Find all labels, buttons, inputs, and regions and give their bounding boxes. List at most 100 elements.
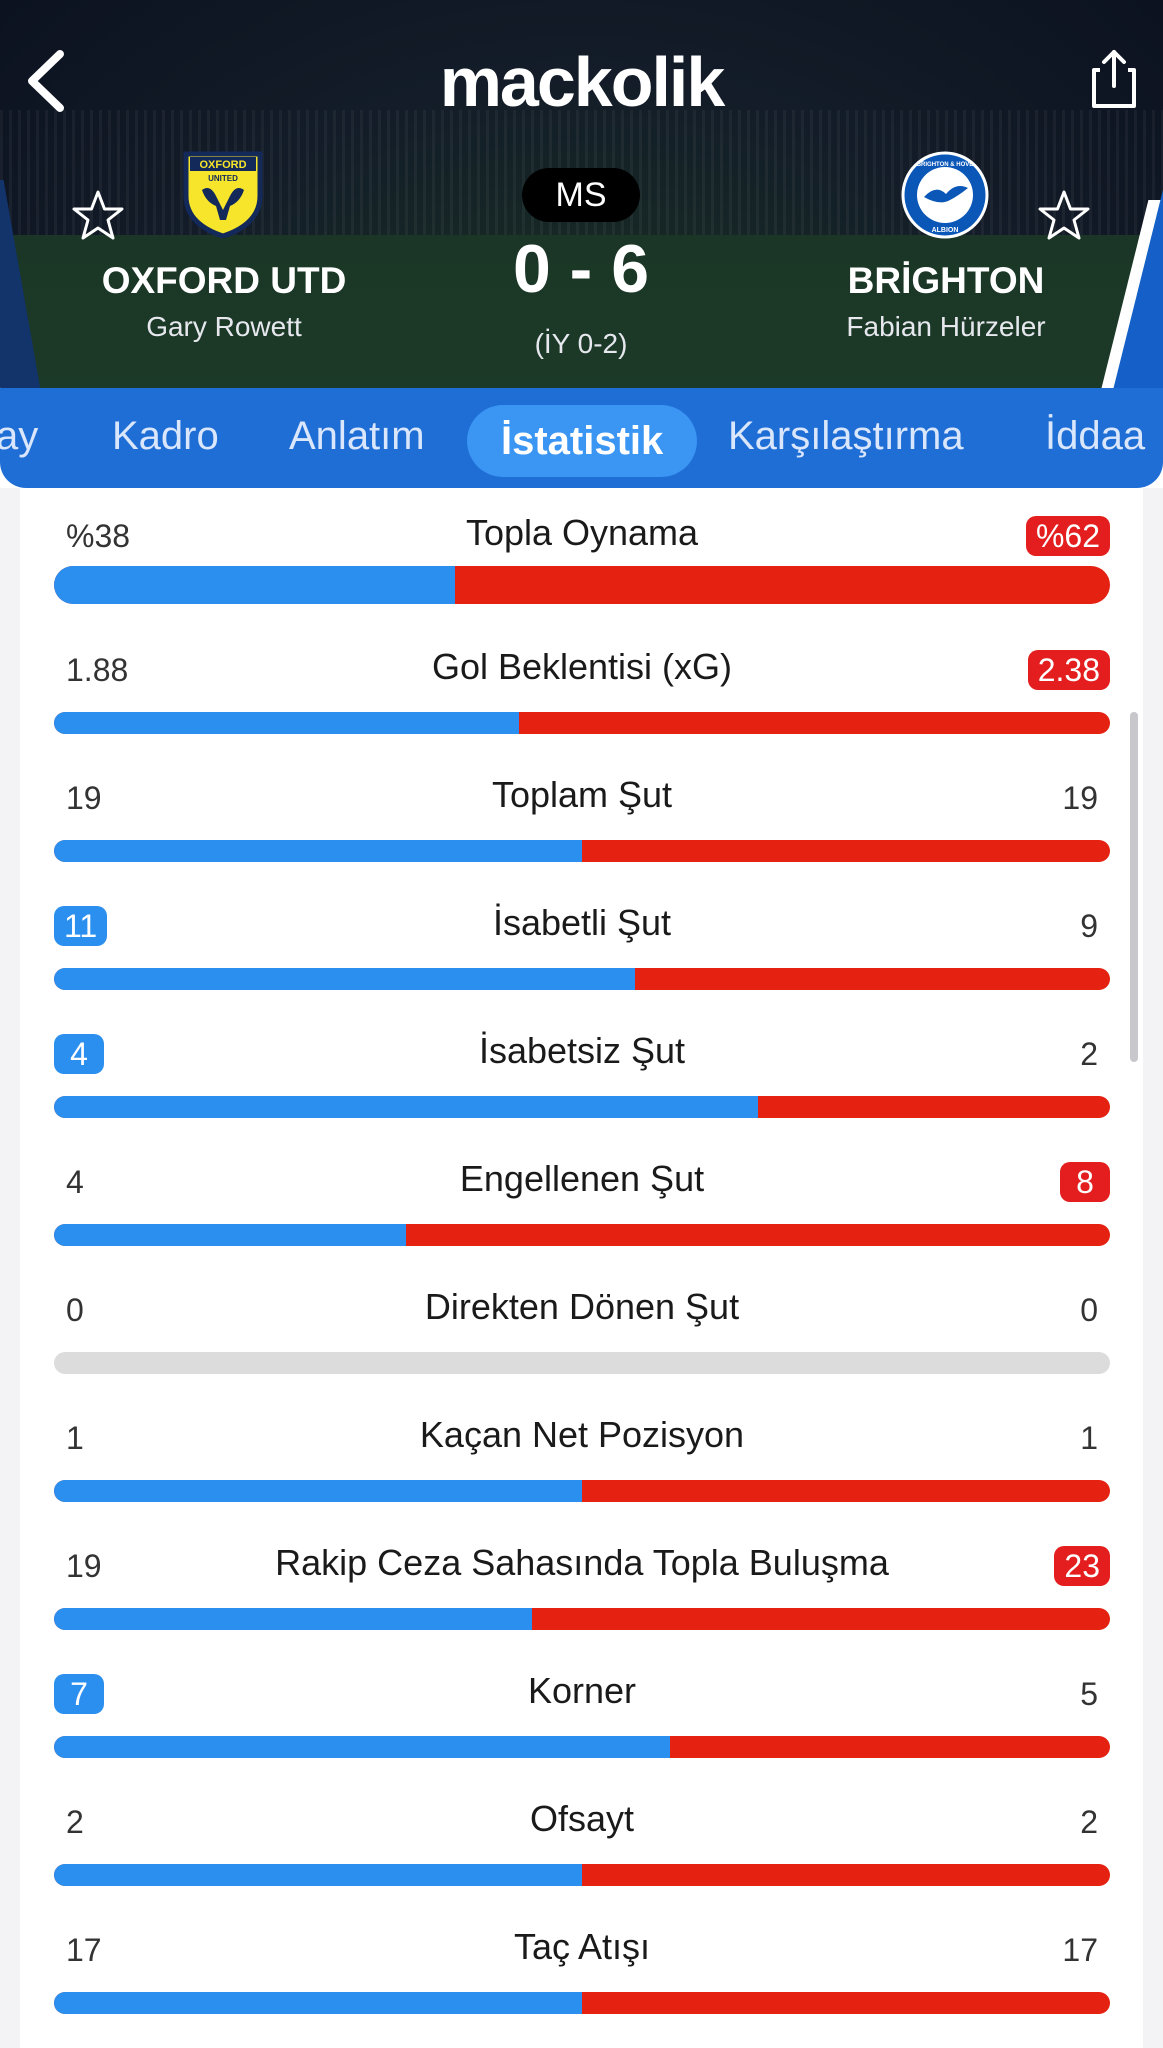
stat-bar-home-fill xyxy=(54,566,456,604)
tab-comparison[interactable]: Karşılaştırma xyxy=(728,414,964,458)
stat-away-value: 0 xyxy=(1080,1292,1098,1328)
stat-row: 1.88 Gol Beklentisi (xG) 2.38 xyxy=(54,646,1110,756)
stat-row: 4 İsabetsiz Şut 2 xyxy=(54,1030,1110,1140)
chevron-left-icon xyxy=(28,50,64,112)
stat-home-value: 4 xyxy=(54,1034,104,1074)
stat-bar-home-fill xyxy=(54,1736,670,1758)
home-coach-name: Gary Rowett xyxy=(146,311,302,342)
stat-away-value: 9 xyxy=(1080,908,1098,944)
stat-away-value: 8 xyxy=(1060,1162,1110,1202)
stat-row: 11 İsabetli Şut 9 xyxy=(54,902,1110,1012)
content-margin-right xyxy=(1143,488,1163,2048)
statistics-panel xyxy=(0,488,1163,2048)
stat-title: Engellenen Şut xyxy=(459,1158,705,1199)
stat-bar xyxy=(54,1736,1110,1758)
stat-bar-home-fill xyxy=(54,1224,406,1246)
home-favorite-star-icon[interactable] xyxy=(70,188,126,244)
home-team-name[interactable]: OXFORD UTD xyxy=(101,260,347,301)
away-team-name[interactable]: BRİGHTON xyxy=(847,260,1045,301)
tab-lineup[interactable]: Kadro xyxy=(112,414,219,458)
stat-away-value: 1 xyxy=(1080,1420,1098,1456)
match-header: mackolik OXFORD UNITED OXFORD UTD Gary R… xyxy=(0,0,1163,400)
stat-title: Korner xyxy=(527,1670,637,1711)
stat-bar-home-fill xyxy=(54,840,582,862)
back-button[interactable] xyxy=(24,48,68,114)
share-button[interactable] xyxy=(1090,48,1138,110)
stat-away-value: 2 xyxy=(1080,1036,1098,1072)
stat-row: 19 Rakip Ceza Sahasında Topla Buluşma 23 xyxy=(54,1542,1110,1652)
stat-title: Ofsayt xyxy=(529,1798,635,1839)
stat-home-value: 4 xyxy=(66,1164,84,1200)
stat-title: Kaçan Net Pozisyon xyxy=(419,1414,745,1455)
tab-betting[interactable]: İddaa xyxy=(1045,414,1146,458)
tab-statistics[interactable]: İstatistik xyxy=(467,405,698,477)
stat-home-value: 0 xyxy=(66,1292,84,1328)
stat-bar xyxy=(54,566,1110,604)
stat-home-value: 7 xyxy=(54,1674,104,1714)
tab-summary[interactable]: ay xyxy=(0,414,39,458)
stat-title: Rakip Ceza Sahasında Topla Buluşma xyxy=(275,1542,889,1583)
stat-away-value: 23 xyxy=(1054,1546,1110,1586)
home-crest-text: OXFORD xyxy=(199,159,246,171)
stat-away-value: 2.38 xyxy=(1027,650,1110,690)
stat-bar-home-fill xyxy=(54,1480,582,1502)
app-logo: mackolik xyxy=(439,43,726,121)
stat-title: Direkten Dönen Şut xyxy=(424,1286,740,1327)
away-crest-subtext: ALBION xyxy=(932,227,959,234)
stat-home-value: 2 xyxy=(66,1804,84,1840)
stat-bar xyxy=(54,1224,1110,1246)
stat-title: İsabetsiz Şut xyxy=(478,1030,686,1071)
stat-bar xyxy=(54,712,1110,734)
away-crest-text: BRIGHTON & HOVE xyxy=(917,162,974,168)
stat-row: 1 Kaçan Net Pozisyon 1 xyxy=(54,1414,1110,1524)
stat-bar xyxy=(54,1352,1110,1374)
pitch-background xyxy=(0,235,1163,400)
away-favorite-star-icon[interactable] xyxy=(1036,188,1092,244)
stat-title: Topla Oynama xyxy=(465,512,699,553)
stat-home-value: 19 xyxy=(66,1548,102,1584)
stat-bar xyxy=(54,1480,1110,1502)
stat-bar xyxy=(54,1992,1110,2014)
stat-home-value: 19 xyxy=(66,780,102,816)
away-coach-name: Fabian Hürzeler xyxy=(846,311,1046,342)
stat-bar-home-fill xyxy=(54,968,635,990)
stat-away-value: 5 xyxy=(1080,1676,1098,1712)
stat-bar-home-fill xyxy=(54,1864,582,1886)
match-tabs: ay Kadro Anlatım İstatistik Karşılaştırm… xyxy=(0,388,1163,488)
stat-away-value: 2 xyxy=(1080,1804,1098,1840)
home-crest-subtext: UNITED xyxy=(208,174,238,183)
stat-row: 7 Korner 5 xyxy=(54,1670,1110,1780)
tab-commentary[interactable]: Anlatım xyxy=(289,414,425,458)
stat-title: Gol Beklentisi (xG) xyxy=(431,646,733,687)
stat-home-value: 17 xyxy=(66,1932,102,1968)
halftime-score: (İY 0-2) xyxy=(534,328,628,359)
stat-bar-home-fill xyxy=(54,1992,582,2014)
stat-row: 19 Toplam Şut 19 xyxy=(54,774,1110,884)
stat-home-value: 1.88 xyxy=(66,652,129,688)
stat-bar xyxy=(54,1608,1110,1630)
stat-row: %38 Topla Oynama %62 xyxy=(54,512,1110,622)
stat-bar xyxy=(54,1864,1110,1886)
stat-title: Taç Atışı xyxy=(513,1926,651,1967)
stat-row: 17 Taç Atışı 17 xyxy=(54,1926,1110,2036)
stat-bar xyxy=(54,1096,1110,1118)
stat-bar-home-fill xyxy=(54,712,519,734)
stat-bar xyxy=(54,968,1110,990)
scrollbar[interactable] xyxy=(1130,712,1138,1062)
stat-bar-home-fill xyxy=(54,1608,532,1630)
match-status-badge: MS xyxy=(522,168,640,222)
oxford-united-crest-icon: OXFORD UNITED xyxy=(180,148,266,239)
stat-row: 4 Engellenen Şut 8 xyxy=(54,1158,1110,1268)
match-score: 0 - 6 xyxy=(512,231,650,307)
stat-home-value: 11 xyxy=(54,906,108,946)
stat-row: 2 Ofsayt 2 xyxy=(54,1798,1110,1908)
content-margin-left xyxy=(0,488,20,2048)
stat-bar xyxy=(54,840,1110,862)
stat-title: İsabetli Şut xyxy=(492,902,672,943)
stat-row: 0 Direkten Dönen Şut 0 xyxy=(54,1286,1110,1396)
stat-bar-home-fill xyxy=(54,1096,759,1118)
stat-home-value: %38 xyxy=(66,518,131,554)
stat-title: Toplam Şut xyxy=(491,774,673,815)
share-icon xyxy=(1092,50,1136,108)
brighton-crest-icon: BRIGHTON & HOVE ALBION xyxy=(900,150,989,240)
